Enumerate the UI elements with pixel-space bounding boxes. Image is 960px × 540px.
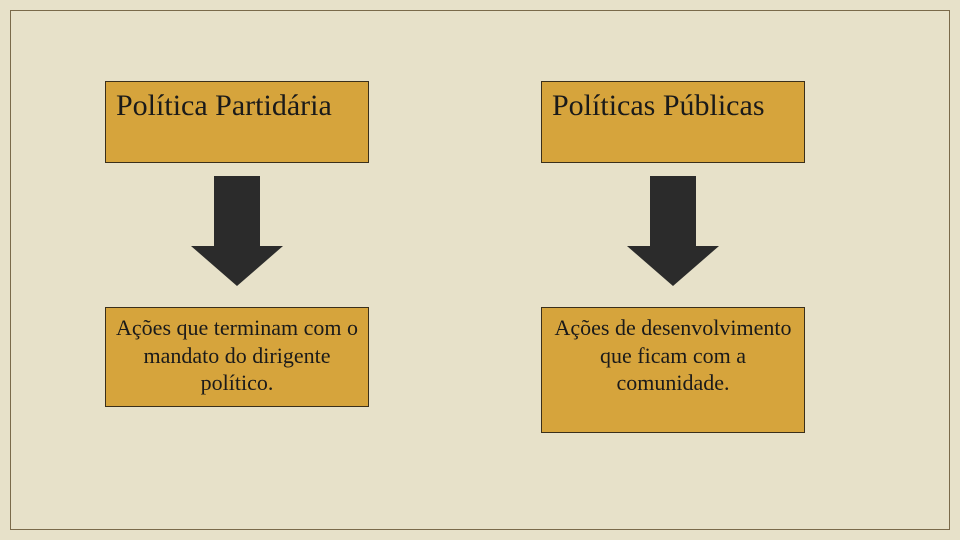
desc-left-text: Ações que terminam com o mandato do diri… — [116, 315, 358, 395]
box-title-right: Políticas Públicas — [541, 81, 805, 163]
box-desc-left: Ações que terminam com o mandato do diri… — [105, 307, 369, 407]
arrow-head — [191, 246, 283, 286]
down-arrow-icon — [191, 176, 283, 286]
slide: Política Partidária Políticas Públicas A… — [0, 0, 960, 540]
box-desc-right: Ações de desenvolvimento que ficam com a… — [541, 307, 805, 433]
down-arrow-icon — [627, 176, 719, 286]
title-right-text: Políticas Públicas — [552, 89, 765, 122]
arrow-shaft — [650, 176, 696, 246]
arrow-head — [627, 246, 719, 286]
box-title-left: Política Partidária — [105, 81, 369, 163]
slide-inner-frame: Política Partidária Políticas Públicas A… — [10, 10, 950, 530]
arrow-shaft — [214, 176, 260, 246]
title-left-text: Política Partidária — [116, 89, 332, 122]
desc-right-text: Ações de desenvolvimento que ficam com a… — [554, 315, 791, 395]
